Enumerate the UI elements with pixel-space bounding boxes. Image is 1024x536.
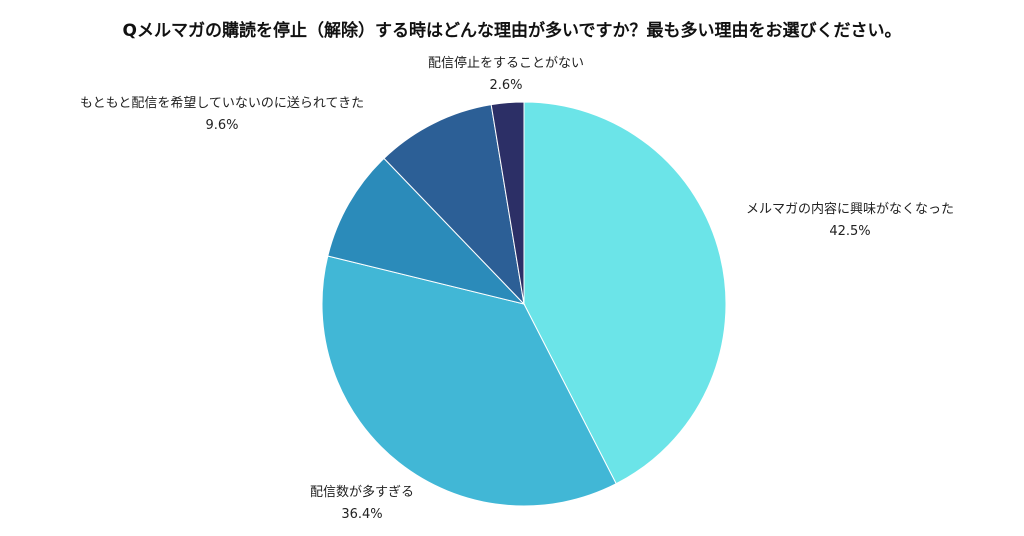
pie-slice	[523, 101, 727, 485]
slice-label: もともと配信を希望していないのに送られてきた	[80, 95, 364, 111]
pie-labels: メルマガの内容に興味がなくなった 42.5% 配信数が多すぎる 36.4% もともと配信…	[80, 55, 954, 522]
slice-label: 配信数が多すぎる	[310, 484, 414, 500]
chart-title: Qメルマガの購読を停止（解除）する時はどんな理由が多いですか？最も多い理由をお選…	[122, 21, 902, 41]
slice-value-label: 42.5%	[829, 224, 870, 239]
slice-label: 配信停止をすることがない	[428, 55, 584, 71]
slice-value-label: 9.6%	[205, 118, 238, 133]
pie-slice	[490, 101, 525, 305]
slice-value-label: 36.4%	[341, 507, 382, 522]
slice-value-label: 2.6%	[489, 78, 522, 93]
pie-slice	[383, 104, 525, 306]
pie-slice	[321, 255, 617, 507]
pie-slice	[327, 157, 526, 305]
pie-slices	[321, 101, 727, 507]
slice-label: メルマガの内容に興味がなくなった	[746, 201, 954, 217]
